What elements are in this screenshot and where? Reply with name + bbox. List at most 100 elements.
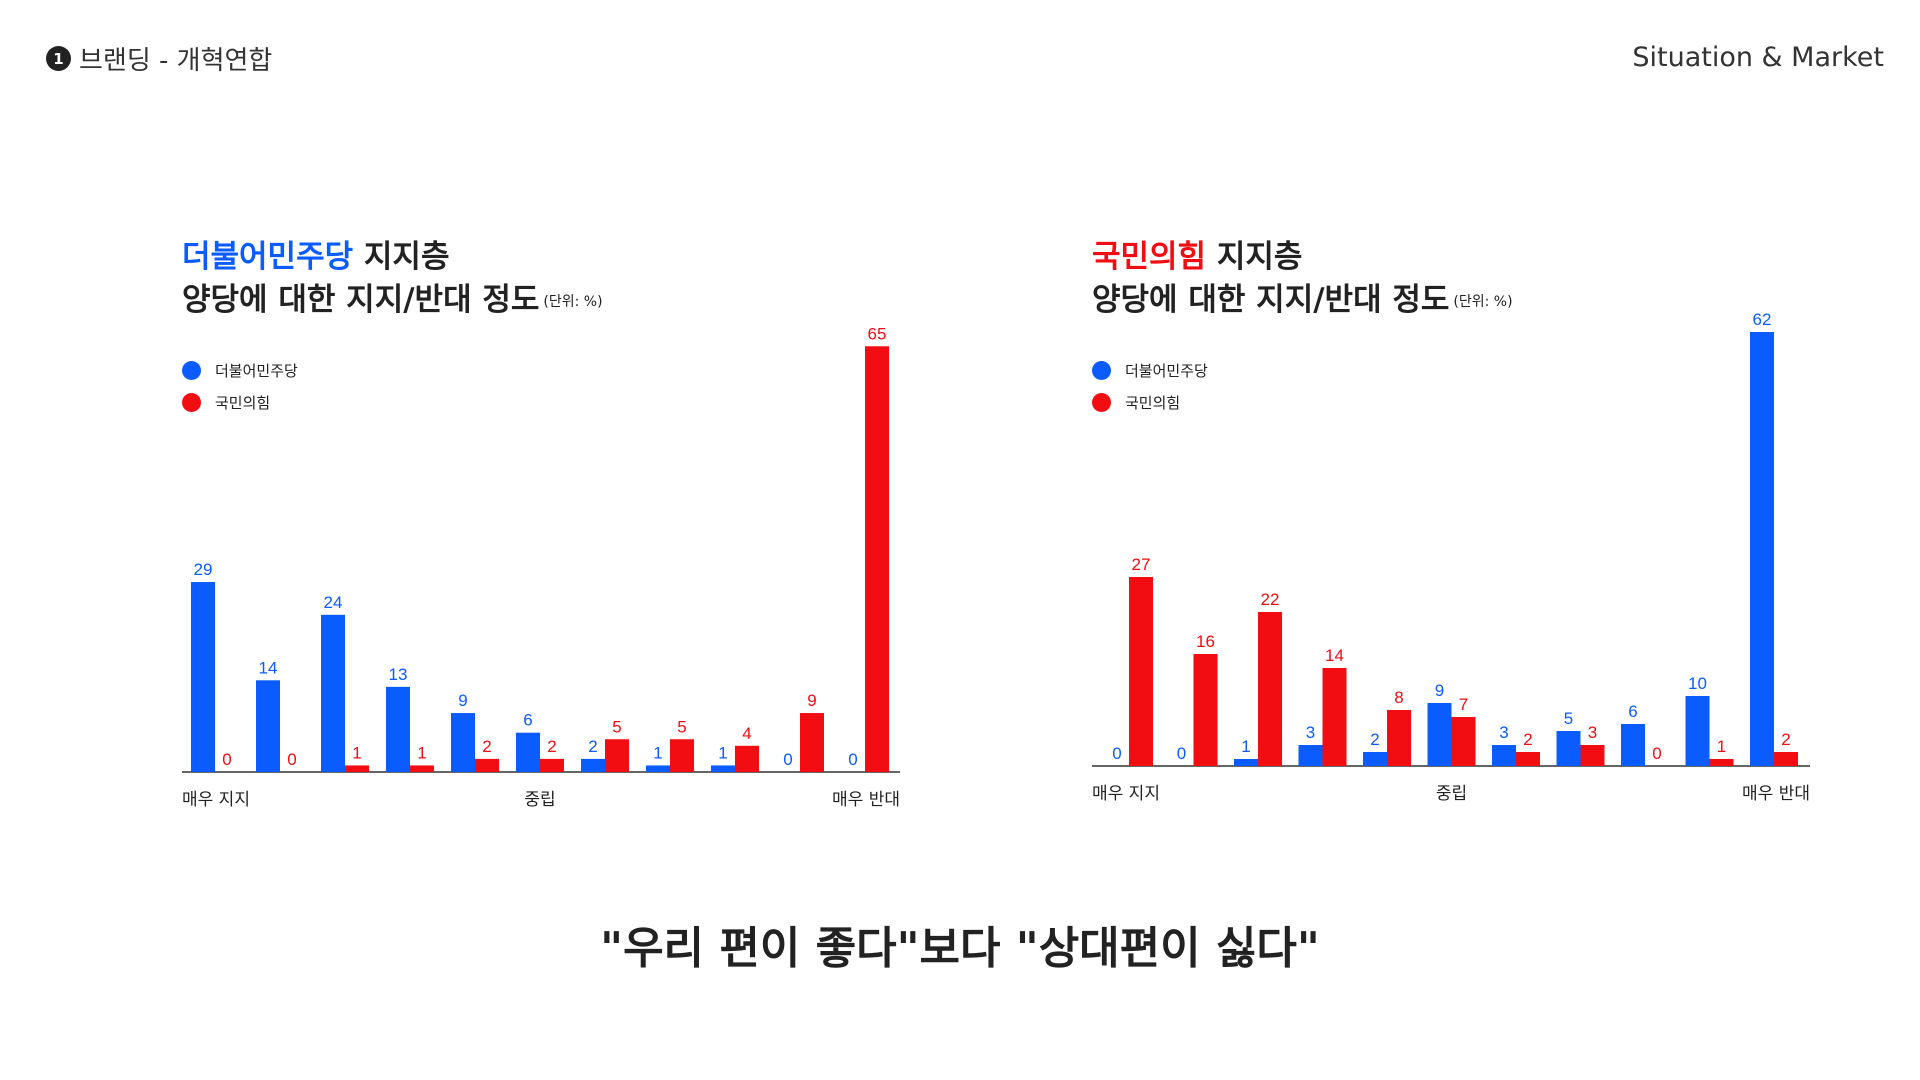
bar-ppp [865,346,889,772]
bar-ppp [735,745,759,772]
bar-ppp [1451,717,1476,766]
data-label-democratic: 29 [194,560,213,579]
bar-democratic [386,686,410,772]
legend-item-democratic: 더불어민주당 [1092,354,1208,386]
section-header: 1 브랜딩 - 개혁연합 [46,40,272,77]
bar-democratic [646,765,670,772]
legend-label: 국민의힘 [215,393,271,412]
bar-democratic [1363,752,1387,766]
data-label-ppp: 7 [1459,695,1468,714]
bar-ppp [605,739,629,772]
bar-democratic [1234,759,1258,766]
bar-ppp [540,758,564,772]
data-label-ppp: 3 [1588,723,1597,742]
bar-ppp [800,713,824,772]
bar-ppp [475,758,499,772]
data-label-democratic: 6 [1628,702,1637,721]
data-label-ppp: 1 [417,743,426,762]
data-label-democratic: 3 [1306,723,1315,742]
chart-legend: 더불어민주당 국민의힘 [182,354,298,418]
legend-item-democratic: 더불어민주당 [182,354,298,386]
democratic-supporters-chart: 더불어민주당 지지층 양당에 대한 지지/반대 정도 (단위: %) 더불어민주당… [180,236,920,816]
data-label-democratic: 1 [653,743,662,762]
data-label-democratic: 13 [389,665,408,684]
chart-title: 국민의힘 지지층 양당에 대한 지지/반대 정도 (단위: %) [1092,236,1513,322]
bar-ppp [1709,759,1734,766]
data-label-ppp: 0 [222,750,231,769]
data-label-ppp: 27 [1132,555,1151,574]
bar-democratic [1298,745,1323,766]
chart-title-line2: 양당에 대한 지지/반대 정도 [182,282,540,318]
data-label-democratic: 0 [848,750,857,769]
bar-democratic [256,680,280,772]
data-label-ppp: 2 [1523,730,1532,749]
data-label-ppp: 9 [807,691,816,710]
bar-democratic [1621,724,1645,766]
data-label-democratic: 2 [1370,730,1379,749]
data-label-democratic: 1 [718,743,727,762]
bar-ppp [1129,577,1153,766]
data-label-democratic: 2 [588,737,597,756]
legend-swatch-blue [182,360,201,380]
data-label-democratic: 0 [1177,744,1186,763]
bar-democratic [1427,703,1452,766]
data-label-democratic: 24 [324,593,343,612]
chart-title-party: 더불어민주당 [182,239,354,275]
data-label-ppp: 8 [1394,688,1403,707]
data-label-democratic: 5 [1564,709,1573,728]
bar-ppp [1580,745,1605,766]
bar-ppp [1193,654,1218,766]
bar-democratic [581,758,605,772]
bar-ppp [1322,668,1347,766]
data-label-ppp: 1 [352,743,361,762]
data-label-ppp: 2 [547,737,556,756]
data-label-democratic: 10 [1688,674,1707,693]
bar-democratic [1685,696,1710,766]
data-label-ppp: 4 [742,724,751,743]
data-label-ppp: 65 [868,324,887,343]
x-tick-label: 중립 [1436,784,1467,804]
bar-democratic [451,713,475,772]
slide-topic: Situation & Market [1632,42,1884,73]
bar-democratic [711,765,735,772]
bar-ppp [670,739,694,772]
x-tick-label: 중립 [524,790,555,810]
data-label-democratic: 1 [1241,737,1250,756]
bar-ppp [410,765,434,772]
x-tick-label: 매우 지지 [182,790,250,810]
legend-label: 더불어민주당 [215,361,298,380]
data-label-ppp: 14 [1325,646,1344,665]
data-label-ppp: 0 [287,750,296,769]
data-label-ppp: 5 [612,717,621,736]
data-label-democratic: 14 [259,658,278,677]
data-label-ppp: 2 [1781,730,1790,749]
bar-ppp [1387,710,1411,766]
slide-caption: "우리 편이 좋다"보다 "상대편이 싫다" [600,923,1320,974]
bar-ppp [1774,752,1798,766]
legend-label: 국민의힘 [1125,393,1181,412]
data-label-ppp: 16 [1196,632,1215,651]
bar-democratic [191,582,215,772]
step-number-badge: 1 [46,46,71,71]
x-tick-label: 매우 지지 [1092,784,1160,804]
data-label-ppp: 5 [677,717,686,736]
chart-title-line2: 양당에 대한 지지/반대 정도 [1092,282,1450,318]
x-tick-label: 매우 반대 [832,790,900,810]
chart-title: 더불어민주당 지지층 양당에 대한 지지/반대 정도 (단위: %) [182,236,603,322]
data-label-democratic: 62 [1753,310,1772,329]
data-label-democratic: 9 [1435,681,1444,700]
chart-title-suffix: 지지층 [1206,239,1303,275]
chart-unit: (단위: %) [543,294,603,310]
legend-swatch-blue [1092,360,1111,380]
chart-title-party: 국민의힘 [1092,239,1207,275]
chart-unit: (단위: %) [1453,294,1513,310]
legend-item-ppp: 국민의힘 [1092,386,1208,418]
data-label-democratic: 9 [458,691,467,710]
data-label-ppp: 22 [1261,590,1280,609]
bar-ppp [345,765,369,772]
chart-title-suffix: 지지층 [353,239,450,275]
data-label-ppp: 2 [482,737,491,756]
bar-democratic [1492,745,1516,766]
